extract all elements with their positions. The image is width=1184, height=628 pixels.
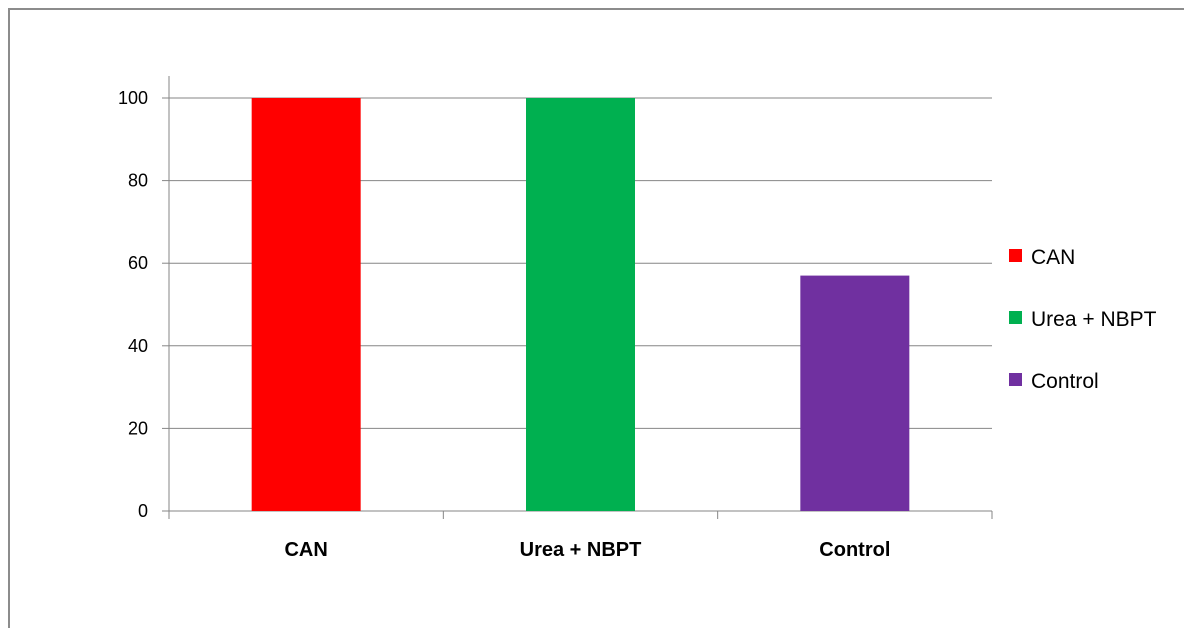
x-category-label: CAN — [284, 539, 327, 561]
y-tick-label: 100 — [118, 88, 148, 108]
legend-swatch — [1009, 373, 1022, 386]
y-tick-label: 40 — [128, 336, 148, 356]
axis-labels: 0 20 40 60 80 100 CAN Urea + NBPT Control — [118, 88, 890, 561]
legend-label: CAN — [1031, 246, 1075, 269]
legend-swatch — [1009, 311, 1022, 324]
y-tick-label: 80 — [128, 171, 148, 191]
x-category-label: Control — [819, 539, 890, 561]
legend: CAN Urea + NBPT Control — [1009, 246, 1157, 393]
y-tick-label: 60 — [128, 253, 148, 273]
y-tick-label: 20 — [128, 418, 148, 438]
legend-swatch — [1009, 249, 1022, 262]
bar-control — [800, 275, 910, 511]
x-category-label: Urea + NBPT — [520, 539, 642, 561]
legend-label: Control — [1031, 370, 1099, 393]
legend-label: Urea + NBPT — [1031, 308, 1157, 331]
bars — [251, 98, 910, 511]
bar-urea-nbpt — [526, 98, 635, 511]
bar-can — [251, 98, 361, 511]
y-tick-label: 0 — [138, 501, 148, 521]
